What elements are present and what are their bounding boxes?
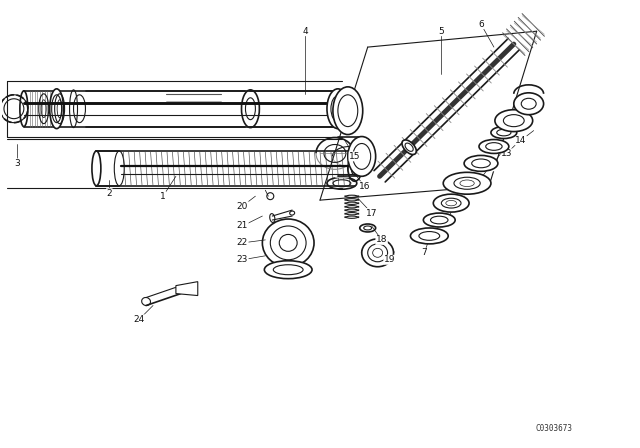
Text: 24: 24	[134, 315, 145, 324]
Ellipse shape	[433, 194, 469, 212]
Ellipse shape	[262, 219, 314, 267]
Text: 4: 4	[302, 27, 308, 36]
Ellipse shape	[514, 93, 543, 115]
Ellipse shape	[479, 139, 509, 154]
Ellipse shape	[267, 193, 274, 200]
Ellipse shape	[50, 89, 63, 129]
Text: 5: 5	[438, 27, 444, 36]
Ellipse shape	[423, 213, 455, 227]
Text: 8: 8	[431, 232, 437, 241]
Text: 9: 9	[444, 215, 450, 224]
Ellipse shape	[52, 95, 61, 123]
Text: 2: 2	[106, 189, 112, 198]
Text: 1: 1	[160, 192, 166, 201]
Ellipse shape	[348, 137, 376, 177]
Ellipse shape	[491, 127, 516, 138]
Ellipse shape	[495, 110, 532, 132]
Text: 6: 6	[478, 20, 484, 29]
Polygon shape	[176, 282, 198, 296]
Ellipse shape	[327, 89, 349, 129]
Ellipse shape	[410, 228, 448, 244]
Text: 23: 23	[237, 255, 248, 264]
Text: 22: 22	[237, 238, 248, 247]
Text: 20: 20	[237, 202, 248, 211]
Text: 18: 18	[376, 235, 387, 245]
Text: C0303673: C0303673	[535, 424, 572, 433]
Text: 11: 11	[471, 179, 483, 188]
Ellipse shape	[444, 172, 491, 194]
Text: 7: 7	[422, 248, 428, 257]
Text: 19: 19	[384, 255, 396, 264]
Text: 10: 10	[456, 196, 467, 205]
Ellipse shape	[402, 140, 416, 155]
Text: 16: 16	[359, 182, 371, 191]
Text: 13: 13	[501, 149, 513, 158]
Text: 14: 14	[515, 136, 527, 145]
Ellipse shape	[264, 261, 312, 279]
Text: 12: 12	[485, 162, 497, 171]
Ellipse shape	[362, 239, 394, 267]
Text: 15: 15	[349, 152, 360, 161]
Ellipse shape	[333, 87, 363, 134]
Ellipse shape	[464, 155, 498, 171]
Text: 17: 17	[366, 209, 378, 218]
Text: 3: 3	[14, 159, 20, 168]
Text: 21: 21	[237, 221, 248, 230]
